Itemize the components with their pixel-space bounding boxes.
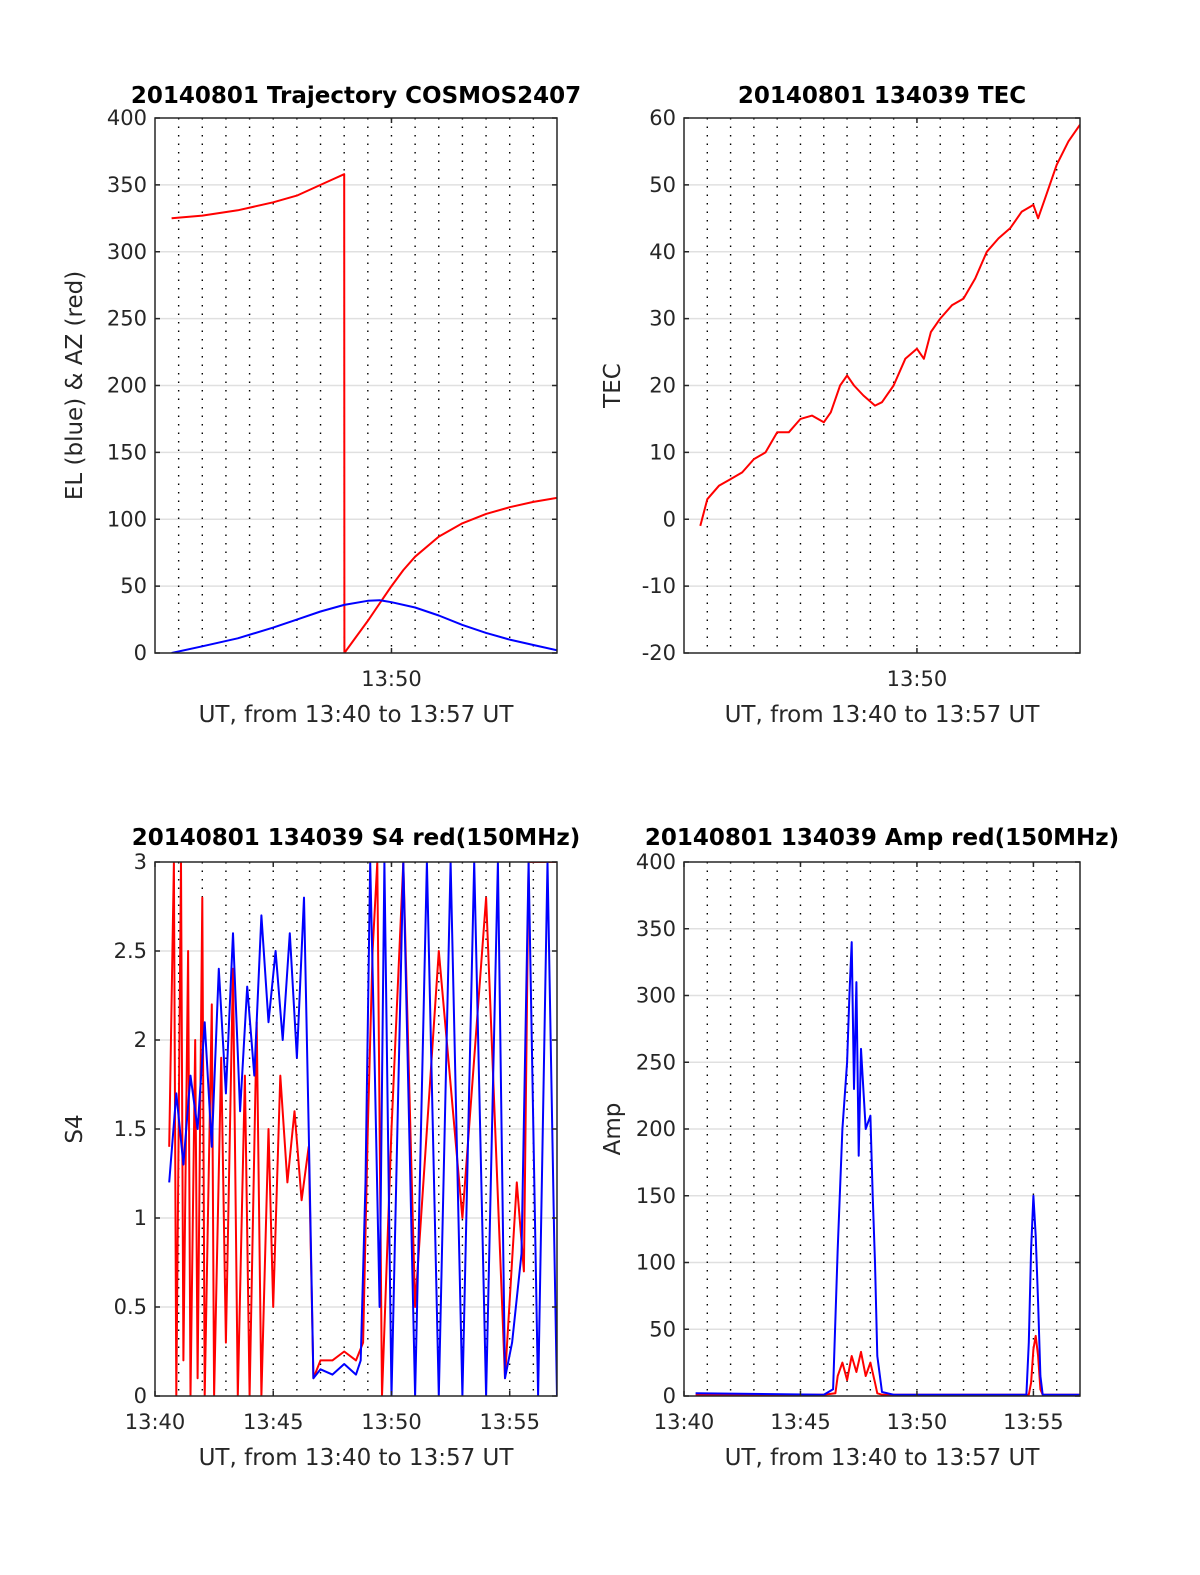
y-tick-label: 0 [134,1384,147,1408]
y-tick-label: -20 [642,641,676,665]
y-tick-label: 200 [636,1117,676,1141]
y-tick-label: 300 [107,240,147,264]
y-tick-label: 2 [134,1028,147,1052]
chart-title: 20140801 134039 S4 red(150MHz) [132,825,581,851]
x-tick-label: 13:50 [887,1410,948,1434]
chart-panel-3: 0 0.5 1 1.5 2 2.5 3 13:40 13:45 13:50 13:55 2014080… [62,825,580,1471]
chart-panel-1: 0 50 100 150 200 250 300 350 400 13:50 20140801 Tr… [62,83,581,728]
x-tick-label: 13:55 [1003,1410,1064,1434]
y-tick-label: 40 [649,240,676,264]
series-line-1 [168,862,557,1396]
y-tick-label: 50 [649,173,676,197]
x-axis-label: UT, from 13:40 to 13:57 UT [199,1445,515,1471]
y-tick-label: 300 [636,984,676,1008]
x-tick-label: 13:55 [479,1410,540,1434]
series-line-2 [171,599,557,653]
y-tick-label: 350 [107,173,147,197]
series-line-1 [171,173,557,653]
y-tick-label: 400 [107,106,147,130]
y-tick-label: 0 [663,507,676,531]
y-tick-label: 200 [107,374,147,398]
x-axis-label: UT, from 13:40 to 13:57 UT [725,1445,1041,1471]
y-tick-label: 60 [649,106,676,130]
y-tick-label: 250 [107,307,147,331]
y-tick-label: 20 [649,374,676,398]
y-tick-label: 0.5 [114,1295,147,1319]
y-tick-label: 1.5 [114,1117,147,1141]
chart-panel-2: -20 -10 0 10 20 30 40 50 60 13:50 20140801 134039 … [600,83,1081,728]
x-tick-label: 13:45 [770,1410,831,1434]
y-tick-label: 2.5 [114,939,147,963]
chart-title: 20140801 134039 TEC [738,83,1026,109]
x-tick-label: 13:50 [361,667,422,691]
x-axis-label: UT, from 13:40 to 13:57 UT [725,702,1041,728]
y-axis-label: TEC [600,363,626,409]
y-axis-label: Amp [600,1103,626,1156]
y-tick-label: 10 [649,440,676,464]
x-tick-label: 13:40 [654,1410,715,1434]
x-tick-label: 13:45 [243,1410,304,1434]
series-line-2 [695,941,1080,1396]
y-tick-label: 150 [636,1184,676,1208]
y-tick-label: 0 [134,641,147,665]
x-tick-label: 13:40 [125,1410,186,1434]
y-tick-label: 30 [649,307,676,331]
chart-title: 20140801 134039 Amp red(150MHz) [645,825,1119,851]
series-line-2 [168,862,557,1396]
y-tick-label: 250 [636,1050,676,1074]
y-tick-label: -10 [642,574,676,598]
y-tick-label: 50 [649,1317,676,1341]
y-tick-label: 100 [107,507,147,531]
x-axis-label: UT, from 13:40 to 13:57 UT [199,702,515,728]
chart-panel-4: 0 50 100 150 200 250 300 350 400 13:40 13:45 13:50 1… [600,825,1119,1471]
y-tick-label: 150 [107,440,147,464]
y-tick-label: 50 [120,574,147,598]
y-tick-label: 3 [134,850,147,874]
y-axis-label: S4 [62,1114,88,1143]
y-tick-label: 350 [636,917,676,941]
series-line-1 [695,1334,1080,1396]
y-tick-label: 0 [663,1384,676,1408]
y-axis-label: EL (blue) & AZ (red) [62,271,88,500]
x-tick-label: 13:50 [887,667,948,691]
chart-title: 20140801 Trajectory COSMOS2407 [131,83,581,109]
y-tick-label: 1 [134,1206,147,1230]
y-tick-label: 100 [636,1251,676,1275]
series-line-1 [699,124,1080,527]
x-tick-label: 13:50 [361,1410,422,1434]
y-tick-label: 400 [636,850,676,874]
